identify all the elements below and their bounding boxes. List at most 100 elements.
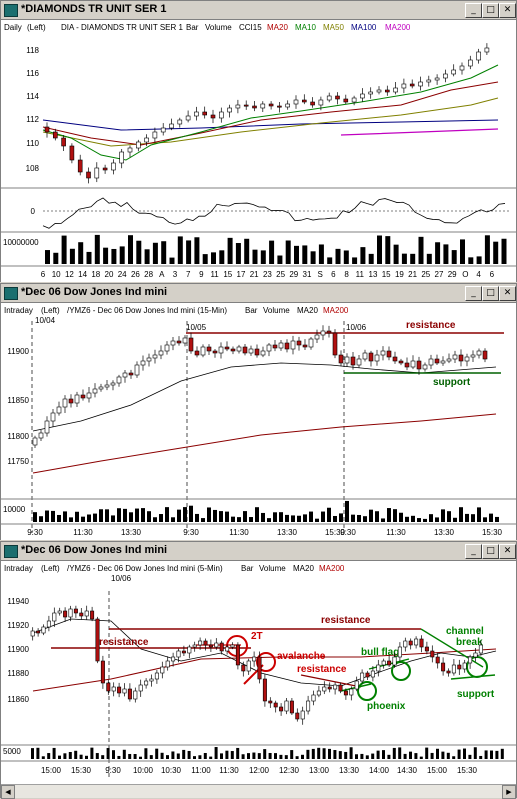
title-bar[interactable]: *DIAMONDS TR UNIT SER 1 _ □ ✕ (1, 1, 516, 20)
candle (397, 646, 402, 658)
dia-daily-chart[interactable]: Daily (Left) DIA - DIAMONDS TR UNIT SER … (1, 20, 516, 282)
y-tick-label: 112 (26, 115, 39, 124)
volume-bar (465, 513, 469, 522)
x-tick-label: 14:30 (397, 766, 418, 775)
volume-bar (493, 241, 499, 264)
x-tick-label: 23 (263, 270, 272, 279)
candle (106, 682, 111, 692)
candle (62, 398, 68, 408)
x-tick-label: 25 (421, 270, 430, 279)
channel-break-label: break (456, 637, 483, 648)
candle (254, 348, 260, 356)
horizontal-scrollbar[interactable]: ◀ ▶ (1, 784, 516, 799)
volume-bar (144, 249, 150, 264)
candle (384, 89, 390, 93)
candle (451, 69, 457, 75)
candle (86, 392, 92, 399)
candle (194, 350, 200, 356)
x-tick-label: 9 (199, 270, 204, 279)
volume-bar (457, 749, 461, 759)
x-tick-label: 14:00 (369, 766, 390, 775)
x-axis: 9:30 11:30 13:30 9:30 11:30 13:30 15:309:30 11:… (27, 528, 502, 537)
x-tick-label: 17 (237, 270, 246, 279)
candle (127, 688, 132, 700)
volume-bar (247, 753, 250, 759)
volume-bar (446, 752, 450, 759)
window-dia-daily[interactable]: *DIAMONDS TR UNIT SER 1 _ □ ✕ Daily (Lef… (0, 0, 517, 282)
subtitle-intraday: Intraday (4, 306, 33, 315)
window-ym-15min[interactable]: *Dec 06 Dow Jones Ind mini _ □ ✕ Intrada… (0, 283, 517, 540)
scroll-left-icon[interactable]: ◀ (1, 785, 15, 799)
candle (284, 700, 289, 712)
volume-bar (189, 505, 193, 522)
x-tick-label: 15:30 (457, 766, 478, 775)
candle (192, 644, 197, 648)
volume-bar (302, 245, 308, 264)
maximize-icon[interactable]: □ (482, 3, 499, 18)
volume-bar (399, 512, 403, 522)
candle (212, 350, 218, 354)
candle (230, 348, 236, 352)
ma100-line (42, 119, 499, 131)
volume-bar (409, 751, 412, 759)
close-icon[interactable]: ✕ (499, 3, 516, 18)
volume-bar (186, 240, 192, 264)
legend-ma10: MA10 (295, 23, 316, 32)
candle (293, 99, 299, 105)
candle (320, 330, 326, 336)
close-icon[interactable]: ✕ (499, 286, 516, 301)
candle (398, 360, 404, 364)
candle (111, 162, 116, 171)
x-tick-label: 20 (105, 270, 114, 279)
price-panel: 118 116 114 112 110 108 (26, 43, 499, 184)
title-bar[interactable]: *Dec 06 Dow Jones Ind mini _ □ ✕ (1, 542, 516, 561)
candle (408, 640, 413, 646)
x-tick-label: 13 (369, 270, 378, 279)
volume-bar (57, 514, 61, 522)
maximize-icon[interactable]: □ (482, 286, 499, 301)
volume-bar (33, 512, 37, 522)
volume-bar (52, 747, 56, 759)
volume-bar (285, 514, 289, 522)
candle (301, 99, 307, 103)
volume-bar (182, 749, 186, 759)
candle (246, 660, 251, 672)
volume-bar (177, 236, 183, 264)
volume-bar (41, 756, 45, 759)
candle (338, 684, 343, 692)
volume-bar (310, 251, 316, 264)
minimize-icon[interactable]: _ (465, 544, 482, 559)
candle (404, 362, 410, 368)
volume-bar (161, 241, 167, 264)
candle (278, 342, 284, 349)
x-tick-label: 24 (118, 270, 127, 279)
volume-panel: 10000000 (3, 234, 507, 264)
subtitle-daily: Daily (4, 23, 22, 32)
volume-bar (483, 517, 487, 522)
volume-bar (500, 748, 504, 759)
candle (332, 332, 338, 356)
volume-bar (201, 518, 205, 522)
ma10-line (42, 64, 499, 161)
volume-bar (169, 257, 175, 264)
volume-bar (75, 511, 79, 522)
minimize-icon[interactable]: _ (465, 3, 482, 18)
candle (95, 618, 100, 662)
volume-bar (471, 514, 475, 522)
ym-15min-chart[interactable]: Intraday (Left) /YMZ6 - Dec 06 Dow Jones… (1, 303, 516, 540)
ym-5min-chart[interactable]: Intraday (Left) /YMZ6 - Dec 06 Dow Jones… (1, 561, 516, 784)
title-bar[interactable]: *Dec 06 Dow Jones Ind mini _ □ ✕ (1, 284, 516, 303)
minimize-icon[interactable]: _ (465, 286, 482, 301)
candle (119, 151, 124, 164)
volume-bar (112, 750, 115, 759)
x-tick-label: 11 (356, 270, 365, 279)
scroll-right-icon[interactable]: ▶ (502, 785, 516, 799)
legend-ma200: MA200 (323, 306, 349, 315)
volume-bar (405, 516, 409, 522)
volume-bar (123, 508, 127, 522)
x-tick-label: 15:30 (325, 528, 346, 537)
maximize-icon[interactable]: □ (482, 544, 499, 559)
window-ym-5min[interactable]: *Dec 06 Dow Jones Ind mini _ □ ✕ Intrada… (0, 541, 517, 799)
chart-app-icon (4, 287, 18, 300)
close-icon[interactable]: ✕ (499, 544, 516, 559)
